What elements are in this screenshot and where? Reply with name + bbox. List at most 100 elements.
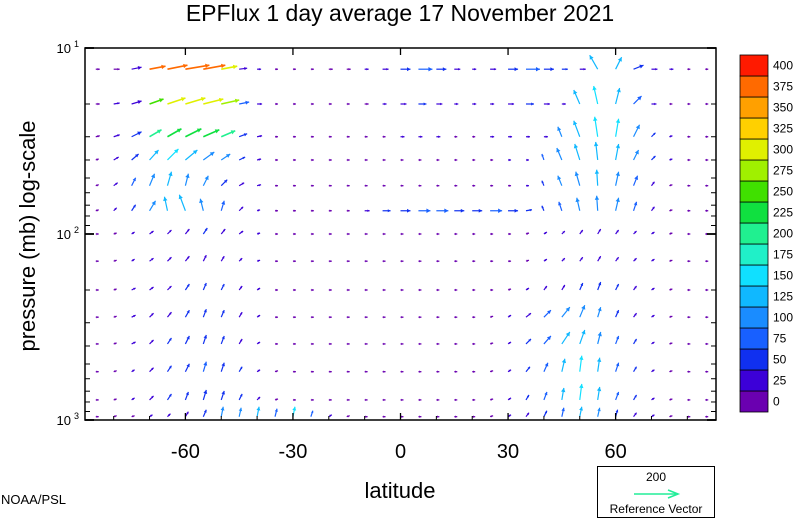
- ep-vector: [400, 370, 404, 373]
- ep-vector: [95, 232, 99, 236]
- ep-vector: [472, 208, 483, 213]
- ep-vector: [149, 367, 154, 373]
- colorbar-label: 200: [773, 227, 793, 241]
- ep-vector: [543, 231, 548, 235]
- colorbar-label: 100: [773, 311, 793, 325]
- ep-vector: [705, 184, 709, 187]
- ep-vector: [310, 102, 314, 106]
- ep-vector: [256, 406, 261, 417]
- ep-vector: [184, 228, 190, 235]
- ep-vector: [131, 314, 136, 318]
- ep-vector: [149, 339, 154, 345]
- ep-vector: [633, 149, 640, 161]
- ep-vector: [594, 169, 600, 186]
- ep-vector: [436, 158, 440, 162]
- ep-vector: [669, 232, 673, 235]
- ep-vector: [113, 67, 120, 71]
- ep-vector: [669, 102, 673, 106]
- ep-vector: [256, 287, 261, 291]
- ep-vector: [687, 102, 691, 106]
- ep-vector: [238, 393, 243, 401]
- ep-vector: [615, 283, 620, 291]
- ep-vector: [454, 315, 458, 319]
- ep-vector: [632, 175, 639, 186]
- colorbar: 0 25 50 75 100 125 150 175 200 225 250 275 300 325 350…: [739, 54, 793, 413]
- ep-vector: [346, 102, 350, 106]
- ep-vector: [328, 67, 333, 71]
- ep-vector: [454, 370, 458, 373]
- ep-vector: [633, 257, 637, 262]
- ep-vector: [95, 158, 99, 161]
- ep-vector: [705, 398, 709, 402]
- colorbar-swatch: [739, 285, 769, 308]
- ep-vector: [472, 315, 476, 319]
- ep-vector: [418, 66, 433, 72]
- ep-vector: [436, 288, 440, 292]
- colorbar-swatch: [739, 138, 769, 161]
- ep-vector: [525, 412, 530, 418]
- ep-vector: [454, 135, 458, 138]
- ep-vector: [202, 129, 220, 138]
- ep-vector: [454, 342, 458, 346]
- ep-vector: [687, 315, 691, 319]
- ep-vector: [328, 102, 332, 106]
- ep-vector: [364, 102, 369, 106]
- ep-vector: [669, 288, 673, 291]
- ep-vector: [597, 306, 602, 318]
- ep-vector: [202, 282, 207, 291]
- ep-vector: [436, 232, 440, 236]
- ep-vector: [310, 288, 314, 292]
- ep-vector: [328, 232, 332, 236]
- ep-vector: [687, 232, 691, 236]
- ep-vector: [292, 135, 296, 138]
- ep-vector: [238, 206, 244, 212]
- ep-vector: [310, 184, 314, 187]
- ep-vector: [543, 67, 554, 72]
- ep-vector: [454, 184, 458, 187]
- ep-vector: [669, 135, 673, 138]
- ep-vector: [364, 288, 368, 292]
- colorbar-swatch: [739, 117, 769, 140]
- ep-vector: [615, 87, 621, 105]
- ep-vector: [364, 135, 368, 138]
- ep-vector: [651, 102, 657, 106]
- ep-vector: [310, 209, 314, 212]
- ep-vector: [203, 97, 224, 105]
- ep-vector: [669, 158, 673, 161]
- ep-vector: [633, 95, 642, 105]
- colorbar-label: 400: [773, 59, 793, 73]
- ep-vector: [400, 135, 405, 138]
- colorbar-swatch: [739, 327, 769, 350]
- ep-vector: [292, 259, 296, 263]
- ep-vector: [400, 102, 407, 106]
- ep-vector: [220, 362, 225, 372]
- ep-vector: [490, 288, 494, 292]
- ep-vector: [113, 315, 117, 319]
- ep-vector: [113, 156, 119, 161]
- ep-vector: [597, 228, 602, 235]
- ep-vector: [149, 286, 154, 291]
- ep-vector: [382, 415, 386, 418]
- ep-vector: [400, 342, 404, 346]
- ep-vector: [310, 342, 314, 346]
- ep-vector: [596, 357, 602, 372]
- ep-vector: [275, 288, 279, 292]
- ep-vector: [508, 67, 519, 72]
- ep-vector: [184, 391, 189, 401]
- ep-vector: [472, 135, 476, 138]
- ep-vector: [669, 184, 673, 187]
- ep-vector: [131, 100, 142, 105]
- ep-vector: [382, 209, 391, 213]
- ep-vector: [615, 391, 620, 401]
- ep-vector: [436, 102, 443, 106]
- colorbar-label: 300: [773, 143, 793, 157]
- reference-arrow: [634, 489, 681, 499]
- ep-vector: [525, 208, 533, 212]
- ep-vector: [292, 158, 296, 162]
- ep-vector: [651, 287, 655, 291]
- ep-vector: [220, 335, 225, 345]
- ep-vector: [705, 370, 709, 373]
- ep-vector: [346, 342, 350, 346]
- ep-vector: [221, 64, 238, 70]
- ep-vector: [113, 398, 117, 401]
